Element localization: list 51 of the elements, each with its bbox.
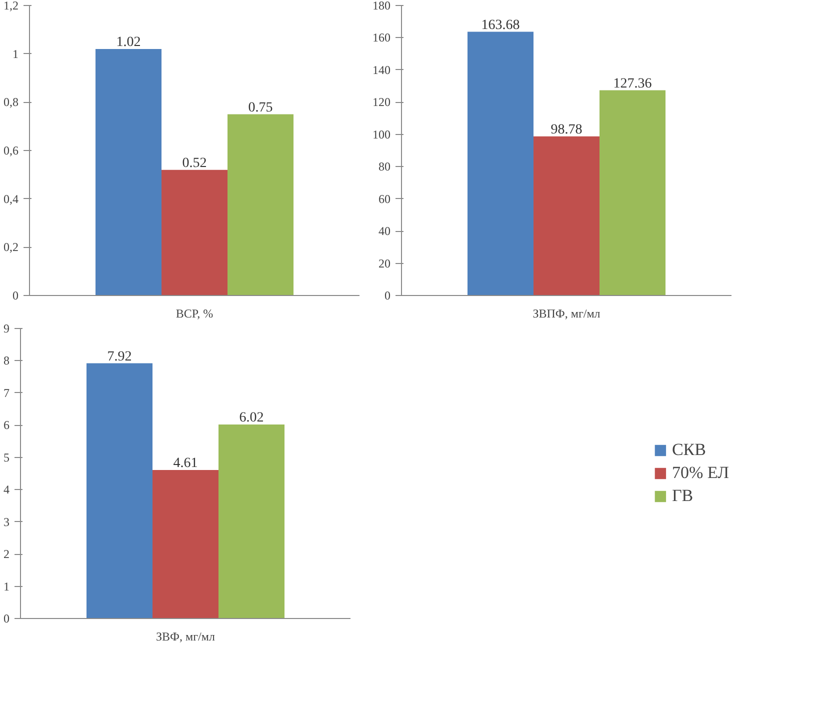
y-tick-label: 40 [378,224,390,238]
bar [468,32,534,296]
data-label: 127.36 [613,76,652,92]
y-tick-label: 2 [4,547,10,562]
y-tick-label: 120 [372,95,390,110]
bar [534,136,600,296]
y-tick-label: 1 [12,46,18,61]
bar [162,170,228,296]
y-tick-label: 20 [378,256,390,270]
bar [96,49,162,296]
data-label: 0.52 [182,156,207,171]
x-tick-label: ЗВФ, мг/мл [156,630,215,644]
y-tick-label: 180 [372,0,390,12]
y-tick-label: 160 [372,30,390,45]
data-label: 1.02 [116,35,141,50]
y-tick-label: 0,4 [4,192,18,206]
data-label: 98.78 [550,122,582,138]
data-label: 0.75 [248,100,273,116]
y-tick-label: 9 [4,322,10,336]
legend-label: ГВ [672,486,694,506]
y-tick-label: 0 [384,288,390,302]
data-label: 163.68 [481,18,520,33]
bar [600,90,666,296]
legend-label: СКВ [672,440,706,460]
data-label: 4.61 [173,456,198,471]
bar [86,363,152,618]
bar [152,470,218,618]
y-tick-label: 100 [372,127,390,142]
y-tick-label: 7 [4,386,10,400]
y-tick-label: 0,6 [4,144,18,158]
y-tick-label: 5 [4,450,10,464]
y-tick-label: 140 [372,62,390,77]
y-tick-label: 1,2 [4,0,18,12]
bar [218,424,284,618]
y-tick-label: 6 [4,418,10,432]
data-label: 6.02 [239,410,264,426]
y-tick-label: 0,2 [4,240,18,254]
y-tick-label: 3 [4,514,10,529]
y-tick-label: 0 [12,288,18,302]
y-tick-label: 0,8 [4,95,18,110]
y-tick-label: 8 [4,354,10,368]
y-tick-label: 80 [378,160,390,174]
y-tick-label: 0 [4,612,10,626]
y-tick-label: 60 [378,192,390,206]
data-label: 7.92 [107,349,132,364]
x-tick-label: ВСР, % [176,306,214,320]
x-tick-label: ЗВПФ, мг/мл [532,306,600,320]
y-tick-label: 4 [4,482,10,497]
legend-label: 70% ЕЛ [672,463,730,483]
bar [228,114,294,296]
y-tick-label: 1 [4,579,10,594]
